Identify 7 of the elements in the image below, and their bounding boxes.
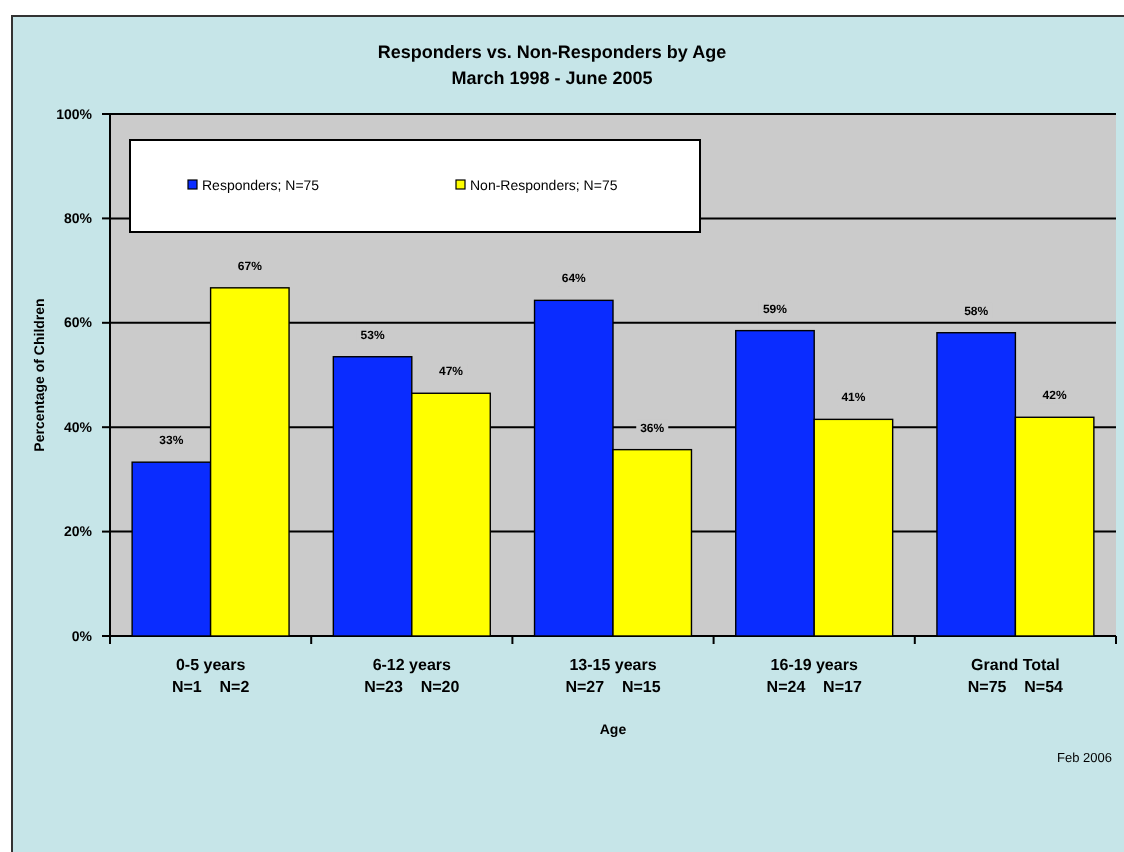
x-tick-label: 0-5 years N=1 N=2 bbox=[171, 656, 251, 696]
x-tick-label: 16-19 years N=24 N=17 bbox=[766, 656, 863, 696]
x-tick-label: 6-12 years N=23 N=20 bbox=[364, 656, 461, 696]
x-tick-label: Grand Total N=75 N=54 bbox=[967, 656, 1065, 696]
x-tick-label: 13-15 years N=27 N=15 bbox=[565, 656, 662, 696]
chart-title: Responders vs. Non-Responders by Age bbox=[377, 42, 727, 62]
chart-subtitle: March 1998 - June 2005 bbox=[451, 68, 653, 88]
